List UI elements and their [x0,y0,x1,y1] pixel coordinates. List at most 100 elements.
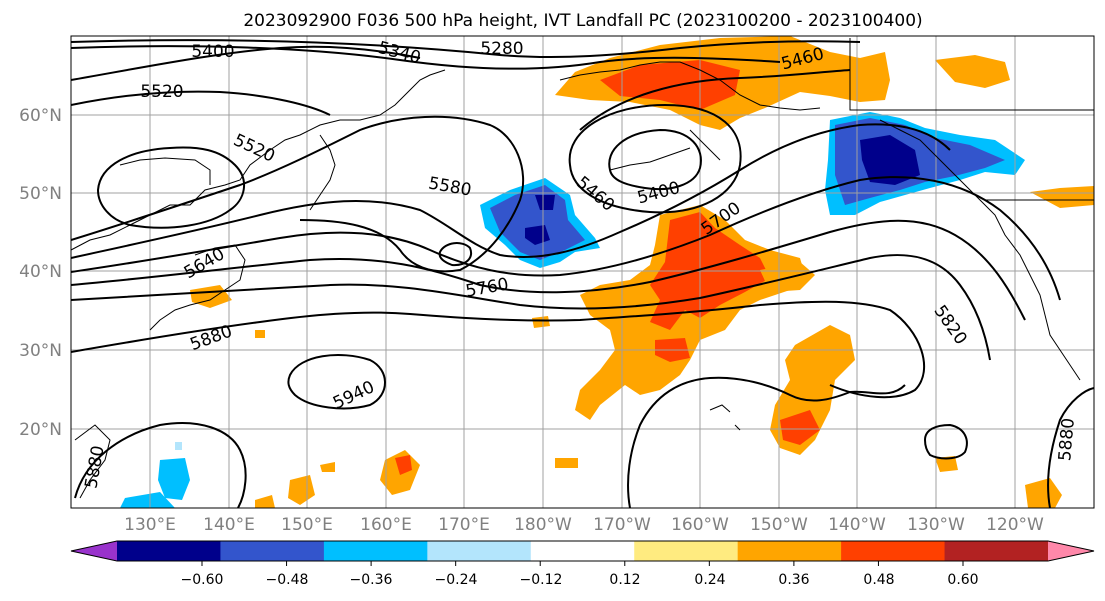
colorbar-tick-label: 0.60 [947,572,978,588]
gridlines [71,36,1094,508]
colorbar-segment [944,541,1049,561]
negative-medium-central [490,185,585,260]
contour-label: 5880 [1055,417,1079,462]
contour-label: 5520 [140,82,183,102]
lon-label: 130°W [907,515,965,535]
contour-label: 5400 [191,42,234,62]
figure-title: 2023092900 F036 500 hPa height, IVT Land… [243,11,922,31]
colorbar-ticks [201,561,964,566]
colorbar-segment [634,541,739,561]
colorbar-segment [323,541,428,561]
lon-label: 120°W [986,515,1044,535]
colorbar-segments [117,541,1049,561]
negative-strong-gulf-alaska [860,135,920,185]
lon-label: 150°W [750,515,808,535]
contour-5760 [71,219,1026,321]
border-alaska-canada [849,38,1094,111]
contour-5400-top [71,45,421,81]
positive-area-east [1030,186,1094,208]
colorbar-tick-label: 0.36 [778,572,809,588]
coast-hawaii [709,404,741,431]
contour-5400-low [608,128,702,191]
lat-label-20n: 20°N [19,420,62,440]
lon-label: 180°W [514,515,572,535]
contour-5880-sw [74,421,247,508]
contour-5580 [71,115,525,273]
lat-label-40n: 40°N [19,262,62,282]
negative-strong-central [525,225,550,245]
longitude-labels: 130°E 140°E 150°E 160°E 170°E 180°W 170°… [124,515,1044,535]
contour-5700 [71,176,1061,301]
positive-spot-e2 [1025,478,1062,508]
colorbar-tick-label: −0.24 [435,572,478,588]
positive-spot-mid [532,316,550,328]
contour-5460-n [579,69,851,131]
coast-alaska [559,61,821,111]
contour-5880-se [1047,387,1094,508]
positive-spot-w5 [555,458,578,468]
map-panel: 5400 5340 5280 5460 5520 5520 5580 5460 … [70,35,1095,509]
ivt-negative-shading [120,112,1025,508]
contour-5280 [71,39,861,59]
contour-closed-small [438,242,472,267]
contour-5880 [71,300,925,399]
contour-5520-ring [96,146,245,229]
lon-label: 160°W [671,515,729,535]
colorbar-segment [220,541,325,561]
colorbar-tick-label: 0.24 [694,572,725,588]
contour-small-se [923,423,968,460]
lon-label: 170°E [438,515,490,535]
positive-spot-tiny [255,330,265,338]
colorbar-tick-labels: −0.60 −0.48 −0.36 −0.24 −0.12 0.12 0.24 … [181,572,979,588]
contour-5820 [71,254,991,361]
contour-5340 [71,45,781,70]
contour-5520-top [71,90,331,116]
positive-spot-e1 [935,456,958,472]
strong-positive-south [780,410,820,445]
map-frame [70,35,1095,509]
lon-label: 140°E [203,515,255,535]
negative-spot-tiny [175,442,182,450]
coast-asia [71,69,446,251]
coast-north-america [879,119,1081,381]
coast-kamchatka [309,134,336,211]
height-contours [71,39,1094,508]
coast-aleutian-1 [689,129,721,161]
colorbar-extend-high [1048,541,1094,561]
lon-label: 130°E [124,515,176,535]
latitude-labels: 60°N 50°N 40°N 30°N 20°N [19,106,62,440]
lon-label: 140°W [828,515,886,535]
positive-area-canada [935,55,1010,88]
contour-5940 [287,354,386,410]
lon-label: 160°E [360,515,412,535]
positive-spot-w4 [320,462,335,472]
colorbar-segment [841,541,946,561]
colorbar-tick-label: −0.60 [181,572,224,588]
lon-label: 170°W [593,515,651,535]
colorbar-tick-label: 0.12 [609,572,640,588]
colorbar-segment [530,541,635,561]
lat-label-50n: 50°N [19,184,62,204]
colorbar-tick-label: −0.12 [520,572,563,588]
contour-5880-south [627,376,906,508]
contour-5460-low [568,103,742,214]
colorbar-segment [737,541,842,561]
lon-label: 150°E [281,515,333,535]
coastlines [71,38,1094,499]
colorbar-extend-low [71,541,117,561]
colorbar-tick-label: −0.36 [350,572,393,588]
strong-positive-w1 [395,455,412,475]
negative-strong-central-2 [535,195,555,210]
lat-label-60n: 60°N [19,106,62,126]
colorbar-tick-label: −0.48 [266,572,309,588]
contour-label: 5280 [480,39,523,59]
negative-spot-sw2 [120,492,175,508]
lat-label-30n: 30°N [19,341,62,361]
colorbar: −0.60 −0.48 −0.36 −0.24 −0.12 0.12 0.24 … [70,540,1095,588]
colorbar-segment [117,541,221,561]
colorbar-tick-label: 0.48 [863,572,894,588]
colorbar-outline [70,540,1095,562]
negative-spot-sw [158,458,190,500]
